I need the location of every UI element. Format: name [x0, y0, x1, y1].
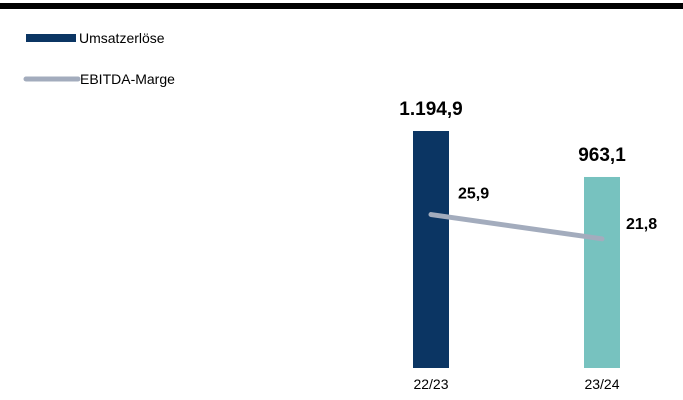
ebitda-margin-line [428, 212, 605, 242]
bar-23-24 [584, 176, 620, 368]
legend: Umsatzerlöse EBITDA-Marge [23, 30, 175, 87]
legend-label-bar: Umsatzerlöse [79, 30, 165, 46]
bar-22-23 [413, 131, 449, 368]
x-tick-label: 22/23 [413, 376, 448, 392]
x-tick-label: 23/24 [584, 376, 619, 392]
legend-label-line: EBITDA-Marge [80, 71, 175, 87]
bar-value-label: 1.194,9 [399, 99, 462, 120]
top-rule [0, 3, 683, 9]
plot-area: 1.194,9 22/23 963,1 23/24 25,9 21,8 [399, 99, 657, 392]
line-value-label: 25,9 [458, 186, 489, 203]
bar-value-label: 963,1 [578, 145, 626, 166]
line-value-label: 21,8 [626, 216, 657, 233]
legend-swatch-bar [26, 34, 76, 42]
